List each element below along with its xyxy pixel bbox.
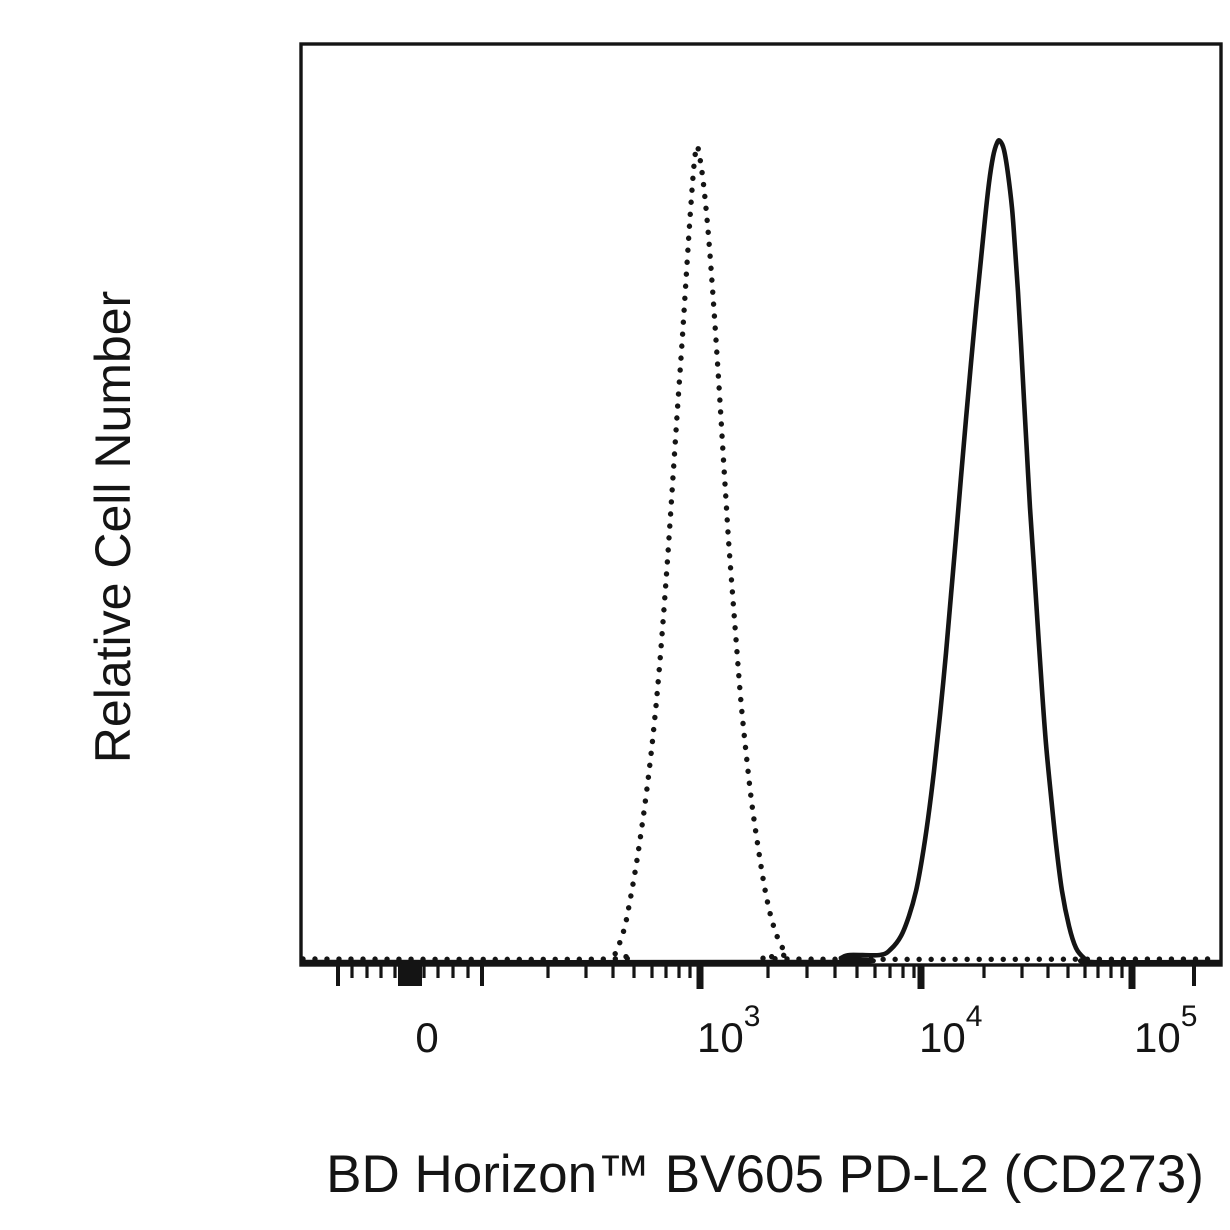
- x-axis-minor-tick: [422, 966, 426, 978]
- exponent: 3: [744, 1000, 761, 1033]
- plot-frame: [299, 42, 1223, 967]
- x-axis-minor-tick: [873, 966, 877, 978]
- x-axis-major-tick: [480, 966, 484, 986]
- x-axis-minor-tick: [451, 966, 455, 978]
- x-axis-minor-tick: [546, 966, 550, 978]
- x-axis-major-tick: [696, 966, 704, 989]
- x-axis-minor-tick: [632, 966, 636, 978]
- x-axis-minor-tick: [350, 966, 354, 978]
- solid-histogram-curve: [300, 138, 1222, 965]
- y-axis-title: Relative Cell Number: [85, 291, 141, 763]
- x-axis-major-tick: [1192, 966, 1196, 986]
- x-axis-minor-tick: [1020, 966, 1024, 978]
- histogram-curves: [300, 138, 1222, 965]
- x-axis-minor-tick: [766, 966, 770, 978]
- x-axis-minor-tick: [393, 966, 397, 978]
- x-axis-minor-tick: [901, 966, 905, 978]
- exponent: 4: [966, 1000, 983, 1033]
- exponent: 5: [1181, 1000, 1198, 1033]
- x-axis-major-tick: [336, 966, 340, 986]
- x-axis-minor-tick: [365, 966, 369, 978]
- x-axis-minor-tick: [805, 966, 809, 978]
- x-axis-tick-label-1e4: 104: [919, 1000, 982, 1061]
- x-axis-tick-label-zero: 0: [415, 1014, 438, 1061]
- x-axis-major-tick: [917, 966, 925, 989]
- x-axis-minor-tick: [584, 966, 588, 978]
- x-axis-minor-tick: [1066, 966, 1070, 978]
- x-axis-minor-tick: [1083, 966, 1087, 978]
- x-axis-tick-marks: [336, 966, 1196, 989]
- x-axis-minor-tick: [1096, 966, 1100, 978]
- x-axis-minor-tick: [982, 966, 986, 978]
- x-axis-minor-tick: [1120, 966, 1124, 978]
- x-axis-minor-tick: [379, 966, 383, 978]
- x-axis-minor-tick: [664, 966, 668, 978]
- x-axis-minor-tick: [611, 966, 615, 978]
- x-axis-minor-tick: [1046, 966, 1050, 978]
- x-axis-minor-tick: [688, 966, 692, 978]
- x-axis-tick-label-1e5: 105: [1134, 1000, 1197, 1061]
- x-axis-title: BD Horizon™ BV605 PD-L2 (CD273): [326, 1145, 1204, 1204]
- x-axis-minor-tick: [1109, 966, 1113, 978]
- x-axis-minor-tick: [855, 966, 859, 978]
- x-axis-minor-tick: [833, 966, 837, 978]
- x-axis-minor-tick: [650, 966, 654, 978]
- x-axis-minor-tick: [466, 966, 470, 978]
- x-axis-major-tick: [1128, 966, 1136, 989]
- x-axis-tick-label-1e3: 103: [697, 1000, 760, 1061]
- x-axis-minor-tick: [912, 966, 916, 978]
- x-axis-minor-tick: [888, 966, 892, 978]
- x-axis-minor-tick: [436, 966, 440, 978]
- x-axis-major-tick: [398, 966, 422, 986]
- x-axis-minor-tick: [677, 966, 681, 978]
- dotted-histogram-curve: [300, 143, 1222, 963]
